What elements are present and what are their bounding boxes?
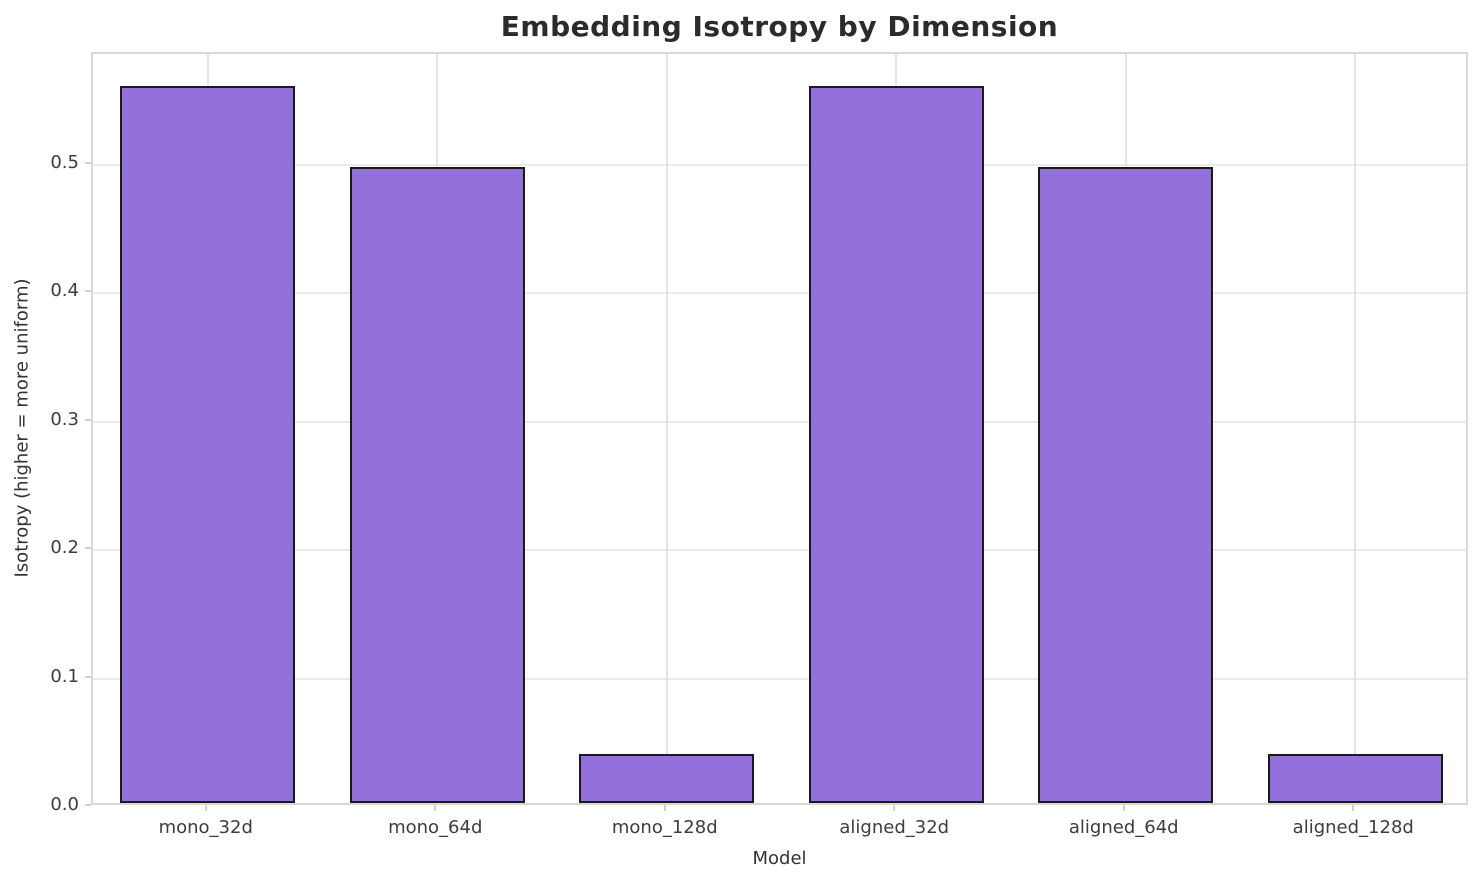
y-tick-label: 0.5 [50, 151, 79, 173]
y-gridline [93, 549, 1466, 551]
bar-aligned_128d [1267, 754, 1443, 803]
y-tick-mark [85, 804, 91, 806]
plot-area [91, 52, 1468, 805]
bar-aligned_32d [808, 85, 984, 803]
x-tick-mark [663, 805, 666, 811]
x-gridline [665, 54, 668, 803]
x-tick-label: aligned_128d [1292, 817, 1414, 838]
y-tick-mark [85, 547, 91, 549]
x-tick-mark [204, 805, 207, 811]
x-tick-mark [1122, 805, 1125, 811]
y-tick-label: 0.1 [50, 665, 79, 687]
y-gridline [93, 163, 1466, 166]
y-tick-label: 0.4 [50, 280, 79, 301]
bar-mono_128d [579, 754, 755, 803]
y-gridline [93, 677, 1466, 680]
y-tick-mark [85, 161, 91, 164]
bar-mono_32d [120, 85, 296, 803]
x-tick-label: aligned_64d [1068, 817, 1179, 838]
x-tick-label: mono_128d [611, 817, 718, 838]
y-gridline [93, 420, 1466, 423]
chart-title: Embedding Isotropy by Dimension [500, 10, 1059, 43]
y-tick-mark [85, 290, 91, 292]
x-axis-label: Model [752, 848, 807, 869]
bar-mono_64d [349, 166, 525, 803]
y-tick-mark [85, 418, 91, 421]
x-tick-label: mono_32d [158, 817, 253, 838]
x-tick-label: mono_64d [388, 817, 483, 838]
x-tick-mark [1352, 805, 1355, 811]
y-tick-label: 0.2 [50, 537, 79, 558]
x-tick-mark [434, 805, 437, 811]
x-tick-mark [893, 805, 896, 811]
x-tick-label: aligned_32d [839, 817, 950, 838]
bar-aligned_64d [1038, 166, 1214, 803]
y-tick-label: 0.3 [50, 408, 79, 430]
y-gridline [93, 292, 1466, 294]
y-tick-label: 0.0 [50, 794, 79, 815]
x-gridline [1354, 54, 1357, 803]
y-tick-mark [85, 675, 91, 678]
